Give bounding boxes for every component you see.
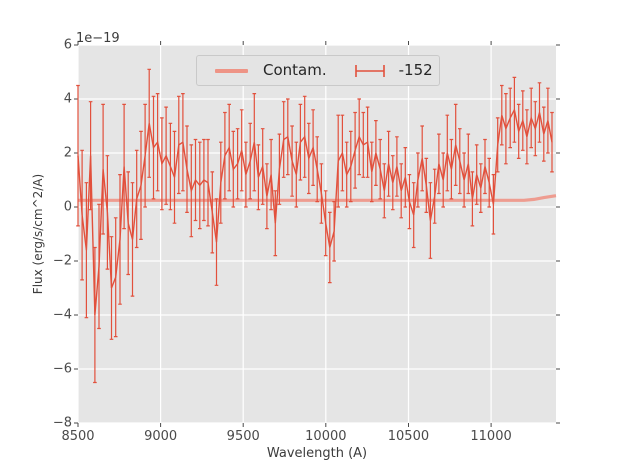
- tick-marks: [74, 41, 560, 427]
- y-tick-label: −8: [52, 415, 72, 431]
- y-tick-label: 4: [63, 91, 72, 107]
- x-tick-label: 10000: [305, 429, 347, 444]
- spectrum-line: [77, 107, 553, 316]
- x-axis-label: Wavelength (A): [266, 446, 368, 461]
- y-tick-label: −6: [52, 361, 72, 377]
- legend-item-contam: Contam.: [215, 63, 327, 78]
- y-tick-label: −2: [52, 253, 72, 269]
- legend: Contam. -152: [196, 55, 440, 86]
- legend-item-152: -152: [351, 62, 433, 80]
- contam-line: [78, 194, 557, 202]
- x-tick-label: 9000: [144, 429, 178, 444]
- y-axis-label: Flux (erg/s/cm^2/A): [31, 173, 45, 295]
- y-tick-label: −4: [52, 307, 72, 323]
- x-tick-label: 11000: [470, 429, 512, 444]
- y-tick-label: 2: [63, 145, 72, 161]
- legend-label-contam: Contam.: [263, 61, 327, 79]
- x-tick-label: 9500: [226, 429, 260, 444]
- y-tick-label: 6: [63, 37, 72, 53]
- y-tick-label: 0: [63, 199, 72, 215]
- errorbar-glyph-icon: [354, 64, 385, 77]
- y-axis-offset-text: 1e−19: [76, 31, 120, 46]
- x-tick-label: 10500: [387, 429, 430, 444]
- legend-label-152: -152: [398, 61, 433, 79]
- contam-line-swatch-icon: [215, 68, 248, 73]
- x-tick-label: 8500: [61, 429, 95, 444]
